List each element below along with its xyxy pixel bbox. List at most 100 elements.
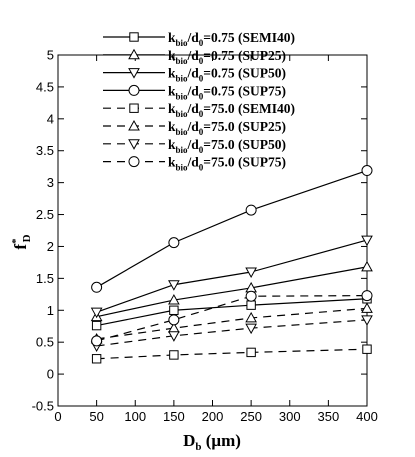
series-3 xyxy=(90,235,373,319)
y-axis-title-main: f xyxy=(11,244,30,250)
series-line xyxy=(96,319,368,347)
legend-label-part: k xyxy=(168,155,176,170)
legend-label-part: bio xyxy=(176,145,189,155)
legend-label-part: =0.75 (SUP75) xyxy=(203,83,286,98)
legend-item-6: kbio/d0=75.0 (SUP25) xyxy=(103,119,286,137)
data-point xyxy=(169,305,179,315)
legend-label-part: /d xyxy=(187,83,200,98)
legend-item-1: kbio/d0=0.75 (SEMI40) xyxy=(103,30,295,48)
data-point xyxy=(361,235,373,247)
legend-label: kbio/d0=0.75 (SUP50) xyxy=(168,66,286,84)
legend-label-part: bio xyxy=(176,56,189,66)
legend-marker xyxy=(128,68,140,79)
series-line xyxy=(96,169,368,288)
y-axis-title-superscript: * xyxy=(10,238,22,244)
y-tick-label: 0 xyxy=(47,367,54,382)
y-tick-label: 4 xyxy=(47,111,54,126)
legend-label: kbio/d0=75.0 (SUP75) xyxy=(168,155,286,173)
legend-label: kbio/d0=75.0 (SEMI40) xyxy=(168,101,295,119)
legend-label-part: 0 xyxy=(199,91,204,101)
series-1 xyxy=(91,294,372,331)
legend-label-part: =75.0 (SEMI40) xyxy=(203,101,295,116)
y-tick-label: 2 xyxy=(47,239,54,254)
data-point xyxy=(245,323,257,335)
legend-item-7: kbio/d0=75.0 (SUP50) xyxy=(103,137,286,155)
y-tick-label: 0.5 xyxy=(36,335,54,350)
legend-item-3: kbio/d0=0.75 (SUP50) xyxy=(103,66,286,84)
x-axis-title-subscript: b xyxy=(195,441,201,453)
legend-label: kbio/d0=0.75 (SEMI40) xyxy=(168,30,295,48)
legend-marker xyxy=(128,139,140,150)
data-point xyxy=(168,237,180,249)
x-tick-label: 0 xyxy=(54,409,61,424)
x-tick-label: 350 xyxy=(318,409,340,424)
legend-marker xyxy=(128,119,140,131)
data-point xyxy=(245,311,257,323)
data-point xyxy=(91,281,103,293)
legend-label-part: bio xyxy=(176,163,189,173)
legend-marker xyxy=(129,32,139,42)
data-point xyxy=(245,290,257,302)
series-2 xyxy=(90,260,373,322)
legend-label-part: k xyxy=(168,30,176,45)
legend-label-part: k xyxy=(168,83,176,98)
data-point xyxy=(361,302,373,313)
legend-item-5: kbio/d0=75.0 (SEMI40) xyxy=(103,101,295,119)
legend-label-part: bio xyxy=(176,127,189,137)
axis-ticks: 0 50 100 150 200 250 300 350 400-0.500.511.522.5… xyxy=(32,48,378,425)
x-tick-label: 100 xyxy=(124,409,146,424)
data-point xyxy=(246,347,256,358)
data-point xyxy=(362,344,372,354)
series-line xyxy=(96,348,368,360)
legend-label-part: 0 xyxy=(199,127,204,137)
legend-label-part: /d xyxy=(187,48,200,63)
legend-label-part: 0 xyxy=(199,56,204,66)
x-axis-title-unit: (μm) xyxy=(202,431,241,450)
legend-label-part: /d xyxy=(187,137,200,152)
y-tick-label: 1.5 xyxy=(36,271,54,286)
data-point xyxy=(168,280,180,291)
legend-label-part: =0.75 (SUP25) xyxy=(203,48,286,63)
x-axis-title-main: D xyxy=(183,431,195,450)
legend-label-part: bio xyxy=(176,109,189,119)
series-line xyxy=(96,307,368,340)
legend-label-part: k xyxy=(168,137,176,152)
y-tick-label: 4.5 xyxy=(36,79,54,94)
legend-label-part: bio xyxy=(176,91,189,101)
y-tick-label: 2.5 xyxy=(36,207,54,222)
legend-item-2: kbio/d0=0.75 (SUP25) xyxy=(103,48,286,66)
y-tick-label: 3 xyxy=(47,175,54,190)
legend-label: kbio/d0=75.0 (SUP25) xyxy=(168,119,286,137)
data-point xyxy=(90,307,103,319)
legend-label-part: 0 xyxy=(199,163,204,173)
data-point xyxy=(91,335,103,347)
series-4 xyxy=(91,165,373,293)
data-point xyxy=(91,354,102,364)
legend-label-part: bio xyxy=(176,38,189,48)
series-line xyxy=(96,266,368,318)
legend-label-part: /d xyxy=(187,30,200,45)
data-point xyxy=(91,320,102,331)
legend-marker xyxy=(128,48,140,60)
y-axis-title-subscript: D xyxy=(21,234,33,242)
data-point xyxy=(361,290,373,302)
legend-marker xyxy=(128,156,140,168)
legend-label-part: /d xyxy=(187,66,200,81)
legend-label-part: 0 xyxy=(199,109,204,119)
x-tick-label: 250 xyxy=(240,409,262,424)
legend-label-part: 0 xyxy=(199,38,204,48)
legend-label-part: =75.0 (SUP75) xyxy=(203,155,286,170)
legend-marker xyxy=(128,84,140,96)
legend-label: kbio/d0=75.0 (SUP50) xyxy=(168,137,286,155)
series-5 xyxy=(91,344,372,364)
legend-label-part: k xyxy=(168,66,176,81)
legend-label: kbio/d0=0.75 (SUP25) xyxy=(168,48,286,66)
y-tick-label: 1 xyxy=(47,303,54,318)
legend-label-part: k xyxy=(168,119,176,134)
legend-label: kbio/d0=0.75 (SUP75) xyxy=(168,83,286,101)
series-7 xyxy=(90,315,373,353)
legend-label-part: bio xyxy=(176,74,189,84)
legend: kbio/d0=0.75 (SEMI40)kbio/d0=0.75 (SUP25… xyxy=(103,30,295,173)
legend-label-part: =75.0 (SUP25) xyxy=(203,119,286,134)
